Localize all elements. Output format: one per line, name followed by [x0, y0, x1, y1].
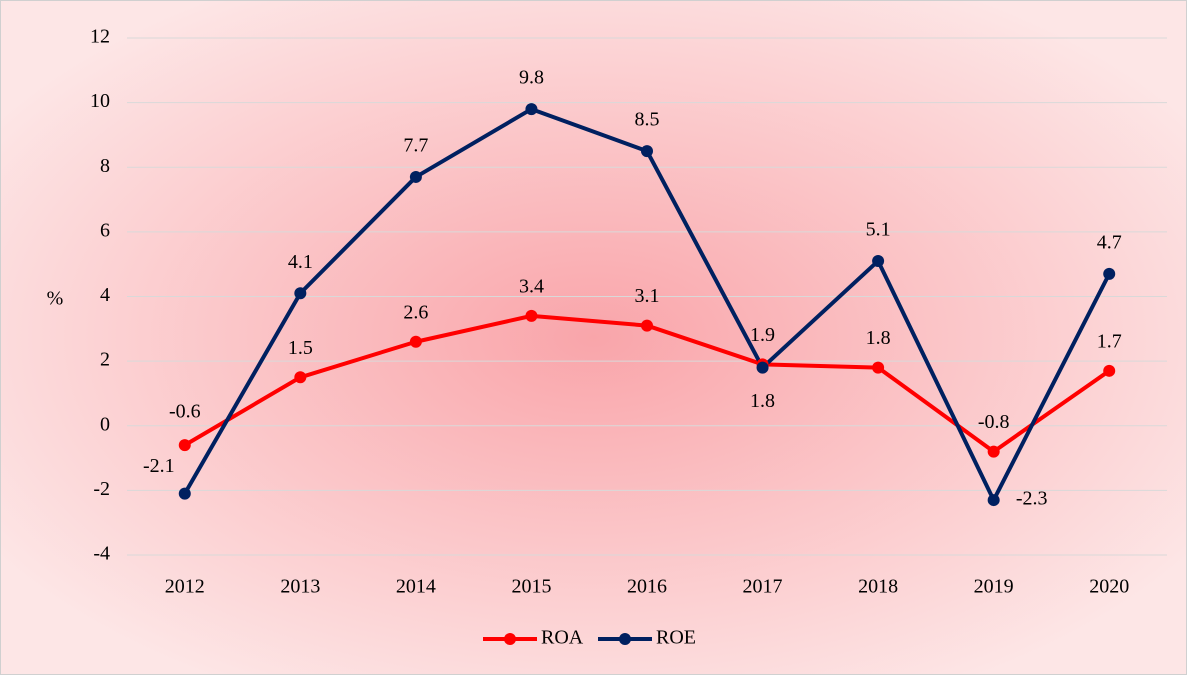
data-point [409, 170, 422, 183]
x-tick-label: 2014 [396, 576, 436, 598]
data-label: 1.7 [1097, 330, 1122, 352]
data-label: 2.6 [403, 301, 428, 323]
data-point [987, 445, 1000, 458]
y-tick-label: 12 [90, 26, 110, 48]
data-label: -2.3 [1016, 488, 1048, 510]
data-label: 3.4 [519, 275, 544, 297]
legend-label: ROA [541, 627, 584, 649]
data-label: 1.8 [866, 327, 891, 349]
y-tick-label: -2 [93, 478, 110, 500]
data-point [641, 145, 653, 158]
x-tick-label: 2015 [511, 576, 551, 598]
legend-marker [504, 633, 516, 645]
data-point [294, 371, 307, 384]
legend-marker [619, 633, 631, 645]
data-point [872, 361, 885, 374]
data-label: 4.7 [1097, 231, 1122, 253]
data-label: 7.7 [403, 135, 428, 157]
data-label: 5.1 [866, 219, 891, 241]
x-tick-label: 2018 [858, 576, 898, 598]
data-point [294, 287, 307, 300]
x-tick-label: 2020 [1089, 576, 1129, 598]
y-tick-label: 10 [90, 90, 110, 112]
y-tick-label: 8 [100, 155, 110, 177]
y-tick-label: 0 [100, 413, 110, 435]
data-label: 1.5 [288, 337, 313, 359]
data-label: 9.8 [519, 67, 544, 89]
data-point [178, 487, 191, 500]
x-tick-label: 2012 [165, 576, 205, 598]
data-label: -2.1 [143, 455, 175, 477]
data-point [525, 309, 538, 322]
y-axis-label: % [47, 288, 64, 310]
data-point [1103, 267, 1116, 280]
data-point [872, 254, 885, 267]
y-tick-label: 6 [100, 219, 110, 241]
data-label: -0.6 [169, 401, 201, 423]
x-tick-label: 2016 [627, 576, 667, 598]
data-label: 1.8 [750, 390, 775, 412]
data-point [409, 335, 422, 348]
data-label: 8.5 [635, 109, 660, 131]
legend-label: ROE [656, 627, 696, 649]
data-point [178, 439, 191, 452]
data-label: 1.9 [750, 324, 775, 346]
x-tick-label: 2019 [974, 576, 1014, 598]
data-label: 3.1 [635, 285, 660, 307]
y-tick-label: 2 [100, 349, 110, 371]
data-point [1103, 364, 1116, 377]
y-tick-label: 4 [100, 284, 110, 306]
data-point [756, 361, 769, 374]
data-label: -0.8 [978, 411, 1010, 433]
data-point [641, 319, 653, 332]
x-tick-label: 2013 [280, 576, 320, 598]
y-tick-label: -4 [93, 543, 110, 565]
data-point [525, 103, 538, 116]
x-tick-label: 2017 [743, 576, 783, 598]
data-label: 4.1 [288, 251, 313, 273]
data-point [987, 494, 1000, 507]
